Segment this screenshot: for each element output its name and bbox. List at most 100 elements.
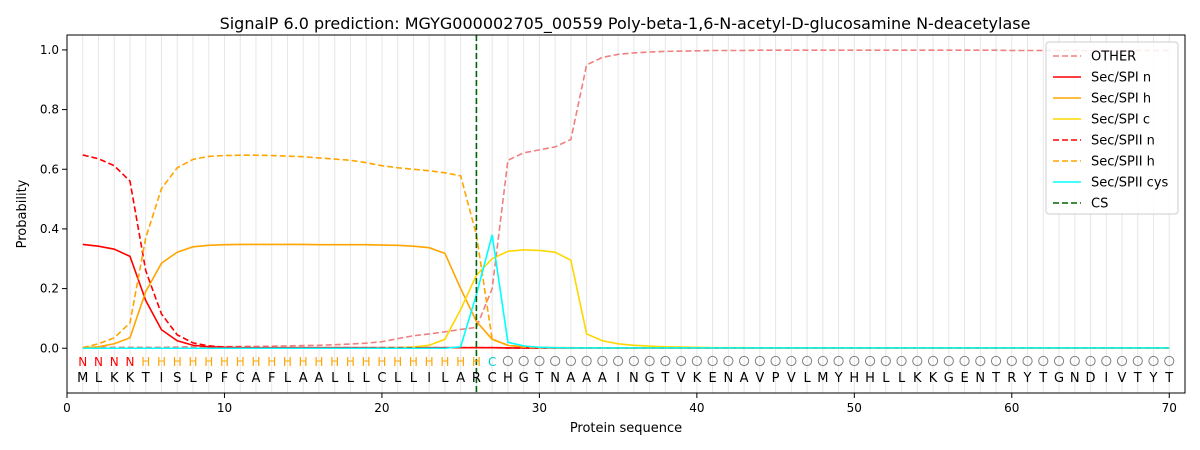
region-marker [1069, 355, 1080, 367]
region-marker [833, 355, 844, 367]
x-tick-label: 30 [532, 401, 547, 415]
region-marker [676, 355, 687, 367]
residue-label: P [205, 371, 213, 386]
region-marker [1085, 355, 1096, 367]
residue-label: L [347, 371, 355, 386]
region-marker [613, 355, 624, 367]
residue-label: M [817, 371, 828, 386]
y-tick-label: 0.6 [40, 162, 59, 176]
sequence-annotations: NMNLNKNKHTHIHSHLHPHFHCHAHFHLHAHAHLHLHLHC… [77, 355, 1175, 386]
x-axis-label: Protein sequence [570, 421, 682, 436]
residue-label: T [1038, 371, 1047, 386]
x-tick-label: 20 [374, 401, 389, 415]
region-marker [801, 355, 813, 367]
residue-label: Y [834, 371, 843, 386]
region-label: H [299, 355, 308, 369]
residue-label: A [740, 371, 749, 386]
residue-label: G [645, 371, 655, 386]
residue-label: H [849, 371, 859, 386]
residue-label: M [77, 371, 88, 386]
y-axis-label: Probability [15, 179, 30, 248]
region-label: H [236, 355, 245, 369]
region-label: H [283, 355, 292, 369]
legend: OTHER Sec/SPI n Sec/SPI h Sec/SPI c Sec/SPII… [1045, 41, 1179, 215]
region-label: H [188, 355, 197, 369]
residue-label: R [1007, 371, 1016, 386]
residue-label: S [173, 371, 181, 386]
region-label: H [440, 355, 449, 369]
region-label: H [362, 355, 371, 369]
region-marker [927, 355, 939, 367]
y-tick-label: 0.4 [40, 222, 59, 236]
residue-label: T [991, 371, 1000, 386]
residue-label: V [1118, 371, 1127, 386]
region-label: H [251, 355, 260, 369]
residue-label: L [95, 371, 103, 386]
legend-label: Sec/SPII h [1091, 155, 1155, 170]
residue-label: G [1054, 371, 1064, 386]
residue-label: L [331, 371, 339, 386]
region-marker [581, 355, 592, 367]
residue-label: A [598, 371, 607, 386]
residue-label: P [772, 371, 780, 386]
grid-layer [82, 35, 1170, 393]
residue-label: C [236, 371, 245, 386]
region-label: H [456, 355, 465, 369]
region-marker [943, 355, 954, 367]
residue-label: R [472, 371, 481, 386]
residue-label: T [1164, 371, 1173, 386]
residue-label: C [488, 371, 497, 386]
residue-label: T [141, 371, 150, 386]
residue-label: L [189, 371, 197, 386]
region-label: H [267, 355, 276, 369]
residue-label: A [252, 371, 261, 386]
residue-label: L [803, 371, 811, 386]
region-marker [691, 355, 702, 367]
region-marker [1164, 355, 1175, 367]
residue-label: L [882, 371, 890, 386]
residue-label: G [519, 371, 529, 386]
residue-label: H [865, 371, 875, 386]
x-tick-label: 40 [689, 401, 704, 415]
x-tick-label: 0 [63, 401, 71, 415]
region-marker [770, 355, 781, 367]
residue-label: I [160, 371, 164, 386]
residue-label: L [898, 371, 906, 386]
legend-label: Sec/SPII cys [1091, 176, 1169, 191]
y-tick-label: 0.2 [40, 282, 59, 296]
residue-label: V [677, 371, 686, 386]
residue-label: A [582, 371, 591, 386]
region-label: N [94, 355, 103, 369]
region-label: H [472, 355, 481, 369]
region-marker [518, 355, 529, 367]
residue-label: L [394, 371, 402, 386]
region-marker [723, 355, 734, 367]
region-marker [849, 355, 860, 367]
residue-label: F [268, 371, 275, 386]
residue-label: I [616, 371, 620, 386]
y-tick-label: 0.8 [40, 103, 59, 117]
residue-label: H [503, 371, 513, 386]
legend-label: CS [1091, 197, 1108, 212]
region-label: H [314, 355, 323, 369]
region-marker [1006, 355, 1017, 367]
region-marker [707, 355, 718, 367]
x-tick-label: 50 [847, 401, 862, 415]
residue-label: A [314, 371, 323, 386]
residue-label: T [1133, 371, 1142, 386]
axes-layer: 0 10 20 30 40 50 60 70 0.0 0.2 0.4 0.6 0.8 1.0 [40, 43, 1177, 415]
series-line [82, 234, 1170, 350]
region-label: H [204, 355, 213, 369]
region-marker [1148, 355, 1159, 367]
region-marker [864, 355, 876, 367]
legend-label: OTHER [1091, 50, 1136, 65]
residue-label: E [708, 371, 716, 386]
residue-label: L [410, 371, 418, 386]
residue-label: E [960, 371, 968, 386]
region-label: H [141, 355, 150, 369]
region-marker [880, 355, 891, 367]
region-label: H [346, 355, 355, 369]
region-marker [975, 355, 986, 367]
residue-label: N [1070, 371, 1080, 386]
